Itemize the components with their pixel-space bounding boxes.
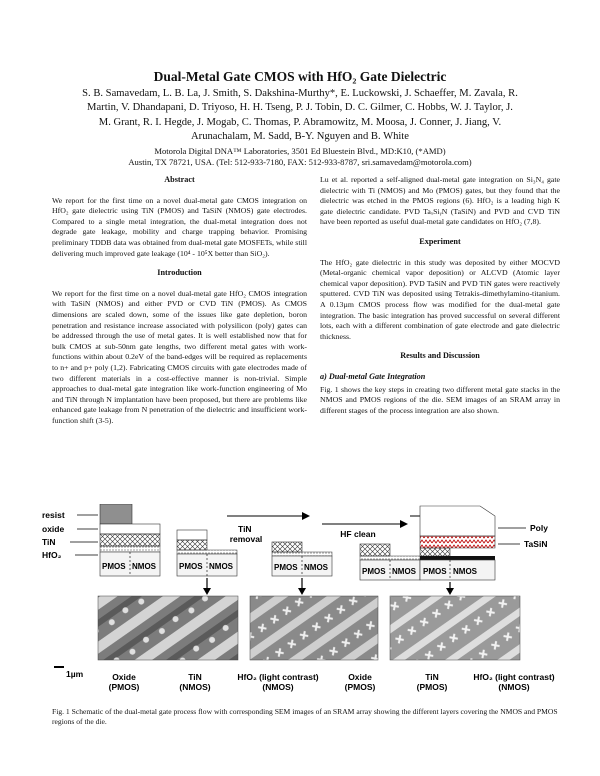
- process-flow-figure: resist oxide TiN HfO₂ PMOS NMOS PMOS NMO…: [42, 504, 555, 692]
- sem-caption: (NMOS): [498, 682, 529, 692]
- author-list: S. B. Samavedam, L. B. La, J. Smith, S. …: [44, 87, 556, 144]
- abstract-heading: Abstract: [164, 175, 195, 184]
- scale-bar-label: 1µm: [66, 669, 84, 679]
- label-oxide: oxide: [42, 524, 64, 534]
- sem-caption: TiN: [425, 672, 439, 682]
- left-column: Abstract We report for the first time on…: [52, 175, 307, 426]
- process-stage-5: [419, 505, 496, 581]
- related-work-text: Lu et al. reported a self-aligned dual-m…: [320, 175, 560, 227]
- step-label-line: TiN: [238, 524, 252, 534]
- nmos-label: NMOS: [209, 562, 234, 571]
- affiliation-contact-line: Austin, TX 78721, USA. (Tel: 512-933-718…: [128, 157, 472, 167]
- arrowhead-icon: [203, 588, 211, 595]
- pmos-label: PMOS: [423, 567, 447, 576]
- arrowhead-icon: [302, 512, 310, 520]
- arrowhead-icon: [446, 588, 454, 595]
- sem-caption: Oxide: [348, 672, 372, 682]
- introduction-text: We report for the first time on a novel …: [52, 288, 307, 425]
- nmos-label: NMOS: [132, 562, 157, 571]
- step-label-tin-removal: TiN removal: [230, 524, 263, 544]
- experiment-text: The HfO₂ gate dielectric in this study w…: [320, 257, 560, 341]
- nmos-label: NMOS: [392, 567, 417, 576]
- label-hfo2: HfO₂: [42, 550, 62, 560]
- process-stage-4: [359, 543, 421, 581]
- results-heading: Results and Discussion: [400, 351, 480, 361]
- abstract-text: We report for the first time on a novel …: [52, 195, 307, 258]
- affiliation-line: Motorola Digital DNA™ Laboratories, 3501…: [154, 146, 446, 156]
- step-label-hf-clean: HF clean: [340, 529, 375, 539]
- sem-caption: Oxide: [112, 672, 136, 682]
- sem-caption: HfO₂ (light contrast): [473, 672, 554, 682]
- label-poly: Poly: [530, 523, 548, 533]
- paper-title: Dual-Metal Gate CMOS with HfO₂ Gate Diel…: [153, 69, 447, 84]
- subsection-heading: a) Dual-metal Gate Integration: [320, 371, 426, 381]
- sem-image-tin-removal: [97, 595, 239, 661]
- pmos-label: PMOS: [274, 563, 298, 572]
- arrowhead-icon: [400, 520, 408, 528]
- author-line: S. B. Samavedam, L. B. La, J. Smith, S. …: [82, 88, 518, 99]
- pmos-label: PMOS: [362, 567, 386, 576]
- nmos-label: NMOS: [304, 563, 329, 572]
- sem-caption: TiN: [188, 672, 202, 682]
- pmos-label: PMOS: [102, 562, 126, 571]
- figure-caption: Fig. 1 Schematic of the dual-metal gate …: [52, 707, 558, 726]
- sem-caption: (NMOS): [262, 682, 293, 692]
- author-line: Martin, V. Dhandapani, D. Triyoso, H. H.…: [87, 102, 513, 114]
- sem-caption: (PMOS): [109, 682, 140, 692]
- process-stage-3: [271, 541, 333, 577]
- sem-image-hf-clean: [249, 595, 379, 661]
- label-tin: TiN: [42, 537, 56, 547]
- results-text: Fig. 1 shows the key steps in creating t…: [320, 384, 560, 415]
- sem-caption: HfO₂ (light contrast): [237, 672, 318, 682]
- author-line: Arunachalam, M. Sadd, B-Y. Nguyen and B.…: [191, 130, 409, 142]
- author-line: M. Grant, R. I. Hegde, J. Mogab, C. Thom…: [98, 116, 502, 128]
- arrowhead-icon: [298, 588, 306, 595]
- down-arrows: [203, 578, 454, 595]
- process-stage-1: [99, 504, 161, 577]
- step-label-line: removal: [230, 534, 263, 544]
- sem-image-poly: [389, 595, 521, 661]
- sem-caption: (NMOS): [179, 682, 210, 692]
- experiment-heading: Experiment: [419, 236, 461, 246]
- right-column: Lu et al. reported a self-aligned dual-m…: [320, 175, 560, 416]
- introduction-heading: Introduction: [157, 268, 202, 278]
- pmos-label: PMOS: [179, 562, 203, 571]
- nmos-label: NMOS: [453, 567, 478, 576]
- process-stage-2: [176, 529, 238, 577]
- sem-caption: (PMOS): [345, 682, 376, 692]
- label-resist: resist: [42, 510, 65, 520]
- label-tasin: TaSiN: [524, 539, 547, 549]
- sem-caption: (PMOS): [417, 682, 448, 692]
